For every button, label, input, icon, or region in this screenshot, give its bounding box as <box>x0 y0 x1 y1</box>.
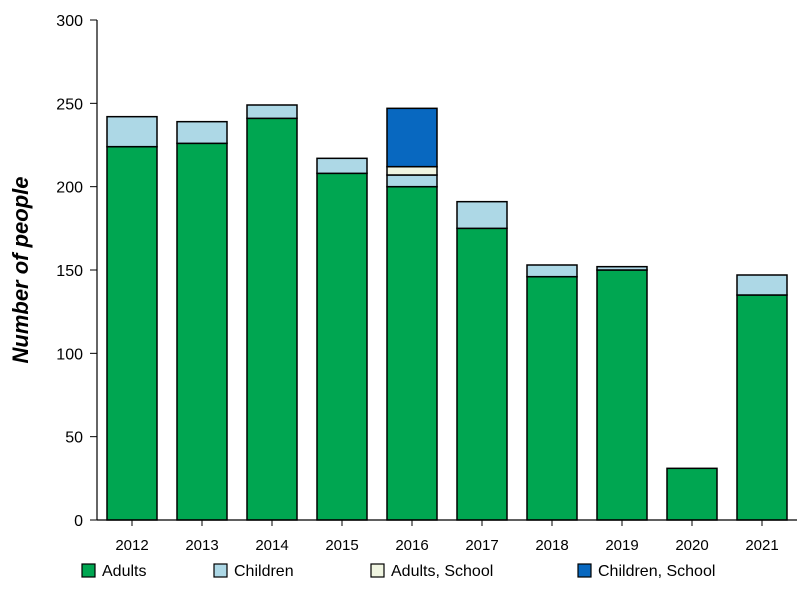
bar-children-2018 <box>526 264 578 278</box>
bar-children-2021 <box>736 274 788 296</box>
bars-group <box>106 104 788 521</box>
bar-adults-school-2016 <box>386 165 438 176</box>
x-tick-label-2021: 2021 <box>745 537 778 554</box>
legend-label-adults: Adults <box>102 563 146 580</box>
x-tick-label-2017: 2017 <box>465 537 498 554</box>
bar-adults-2018 <box>526 275 578 521</box>
legend-label-children-school: Children, School <box>598 563 715 580</box>
bar-adults-2016 <box>386 185 438 521</box>
bar-children-2016 <box>386 174 438 188</box>
bar-children-2015 <box>316 157 368 175</box>
x-tick-label-2014: 2014 <box>255 537 288 554</box>
y-tick-label-250: 250 <box>56 96 83 113</box>
bar-children-2017 <box>456 200 508 230</box>
x-tick-label-2016: 2016 <box>395 537 428 554</box>
bar-children-2013 <box>176 120 228 145</box>
y-tick-label-100: 100 <box>56 346 83 363</box>
bar-adults-2012 <box>106 145 158 521</box>
y-tick-label-150: 150 <box>56 263 83 280</box>
y-axis-label: Number of people <box>8 176 33 363</box>
bar-children-2019 <box>596 265 648 271</box>
bar-adults-2021 <box>736 294 788 521</box>
bar-adults-2019 <box>596 269 648 521</box>
x-tick-label-2018: 2018 <box>535 537 568 554</box>
x-tick-label-2015: 2015 <box>325 537 358 554</box>
bar-adults-2015 <box>316 172 368 521</box>
legend-swatch-children <box>213 563 228 578</box>
x-tick-label-2013: 2013 <box>185 537 218 554</box>
x-tick-label-2019: 2019 <box>605 537 638 554</box>
bar-children-2012 <box>106 115 158 148</box>
axes-group: 2012 2013 2014 2015 2016 2017 2018 2019 2020 2021… <box>56 13 797 554</box>
x-tick-label-2012: 2012 <box>115 537 148 554</box>
bar-adults-2020 <box>666 467 718 521</box>
bar-children-school-2016 <box>386 107 438 168</box>
legend-swatch-adults <box>81 563 96 578</box>
y-tick-label-50: 50 <box>65 430 83 447</box>
legend-swatch-children-school <box>577 563 592 578</box>
y-tick-label-200: 200 <box>56 180 83 197</box>
legend: Adults Children Adults, School Children, Sc… <box>81 563 715 580</box>
x-tick-label-2020: 2020 <box>675 537 708 554</box>
bar-adults-2017 <box>456 227 508 521</box>
bar-children-2014 <box>246 104 298 120</box>
y-tick-label-300: 300 <box>56 13 83 30</box>
bar-adults-2013 <box>176 142 228 521</box>
y-tick-label-0: 0 <box>74 513 83 530</box>
legend-label-children: Children <box>234 563 294 580</box>
legend-label-adults-school: Adults, School <box>391 563 493 580</box>
legend-swatch-adults-school <box>370 563 385 578</box>
bar-adults-2014 <box>246 117 298 521</box>
